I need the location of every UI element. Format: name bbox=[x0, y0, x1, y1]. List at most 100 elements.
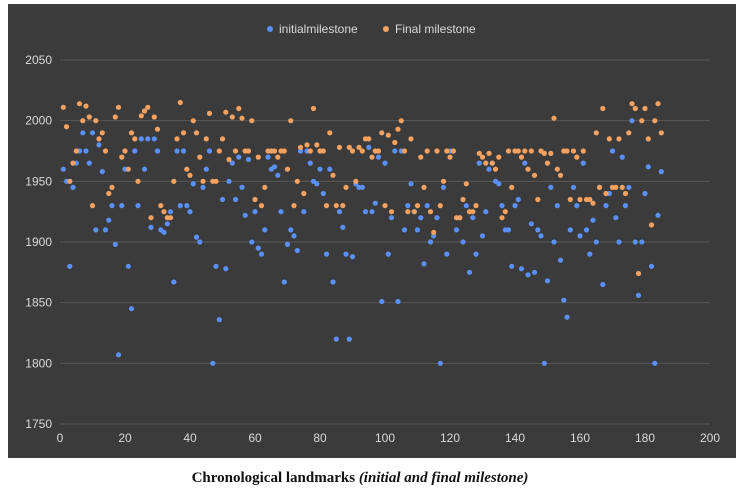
point-series0-37 bbox=[180, 148, 187, 154]
point-series1-123 bbox=[460, 196, 466, 203]
x-tick-label-180: 180 bbox=[635, 431, 655, 445]
x-tick-label-160: 160 bbox=[570, 431, 590, 445]
point-series1-133 bbox=[492, 166, 499, 172]
gridlines bbox=[60, 59, 710, 425]
point-series1-66 bbox=[275, 154, 281, 160]
point-series0-172 bbox=[619, 154, 625, 160]
point-series1-114 bbox=[431, 229, 437, 235]
point-series1-136 bbox=[502, 209, 508, 215]
data-points bbox=[60, 99, 664, 366]
point-series0-134 bbox=[496, 181, 502, 187]
point-series1-97 bbox=[375, 148, 382, 154]
point-series0-76 bbox=[307, 160, 313, 166]
point-series1-103 bbox=[395, 126, 401, 132]
point-series0-141 bbox=[518, 266, 525, 272]
point-series1-27 bbox=[148, 215, 154, 221]
x-tick-label-120: 120 bbox=[440, 431, 460, 445]
point-series1-11 bbox=[96, 136, 102, 142]
point-series0-16 bbox=[112, 241, 118, 247]
x-tick-label-60: 60 bbox=[248, 431, 262, 445]
point-series1-149 bbox=[544, 160, 551, 166]
point-series1-52 bbox=[229, 114, 235, 120]
point-series0-174 bbox=[626, 184, 632, 190]
point-series0-66 bbox=[275, 172, 281, 178]
point-series1-8 bbox=[86, 114, 92, 120]
point-series1-12 bbox=[99, 130, 105, 136]
point-series0-18 bbox=[119, 203, 125, 209]
caption-italic: (initial and final milestone) bbox=[358, 470, 529, 486]
point-series1-50 bbox=[223, 109, 229, 115]
point-series1-39 bbox=[187, 172, 193, 178]
y-axis-ticks: 1750 1800 1850 1900 1950 2000 2050 bbox=[25, 53, 52, 431]
point-series1-61 bbox=[258, 203, 265, 209]
point-series0-111 bbox=[421, 261, 427, 267]
point-series1-14 bbox=[106, 190, 112, 197]
point-series0-69 bbox=[284, 241, 291, 247]
point-series0-135 bbox=[499, 203, 505, 209]
point-series0-8 bbox=[86, 160, 92, 166]
point-series1-57 bbox=[245, 148, 252, 154]
point-series1-106 bbox=[405, 209, 411, 215]
point-series0-180 bbox=[645, 164, 651, 170]
point-series0-137 bbox=[505, 227, 512, 233]
point-series1-23 bbox=[135, 178, 141, 184]
point-series0-52 bbox=[229, 160, 235, 166]
point-series1-78 bbox=[314, 142, 320, 148]
point-series0-15 bbox=[109, 203, 115, 209]
point-series0-0 bbox=[60, 166, 66, 172]
point-series1-124 bbox=[463, 181, 469, 187]
point-series1-129 bbox=[479, 154, 486, 160]
point-series0-36 bbox=[177, 203, 183, 209]
point-series0-123 bbox=[460, 239, 466, 245]
point-series1-76 bbox=[307, 148, 313, 154]
point-series0-140 bbox=[515, 196, 521, 203]
point-series1-2 bbox=[67, 178, 73, 184]
point-series1-33 bbox=[167, 215, 174, 221]
point-series0-39 bbox=[187, 209, 193, 215]
point-series1-155 bbox=[564, 148, 570, 154]
point-series0-2 bbox=[67, 263, 73, 269]
point-series0-130 bbox=[483, 209, 489, 215]
point-series0-42 bbox=[197, 239, 203, 245]
point-series0-107 bbox=[408, 181, 414, 187]
point-series0-40 bbox=[190, 181, 196, 187]
point-series1-99 bbox=[382, 203, 388, 209]
point-series1-184 bbox=[658, 130, 664, 136]
point-series0-54 bbox=[236, 154, 242, 160]
point-series1-42 bbox=[197, 154, 203, 160]
point-series1-165 bbox=[596, 184, 603, 190]
point-series0-10 bbox=[93, 227, 99, 233]
point-series1-117 bbox=[440, 178, 447, 184]
point-series1-130 bbox=[483, 160, 489, 166]
point-series0-131 bbox=[486, 166, 492, 172]
point-series1-60 bbox=[255, 154, 261, 160]
point-series0-81 bbox=[323, 251, 330, 257]
point-series1-120 bbox=[450, 148, 456, 154]
point-series1-163 bbox=[590, 200, 596, 206]
point-series0-117 bbox=[440, 184, 447, 190]
point-series1-157 bbox=[570, 148, 577, 154]
point-series0-56 bbox=[242, 212, 248, 218]
point-series0-109 bbox=[414, 227, 421, 233]
point-series1-95 bbox=[369, 154, 375, 160]
point-series1-15 bbox=[109, 184, 115, 190]
point-series1-142 bbox=[522, 148, 528, 154]
point-series0-184 bbox=[658, 169, 664, 175]
point-series0-84 bbox=[333, 336, 339, 342]
point-series0-50 bbox=[223, 266, 229, 272]
point-series1-141 bbox=[518, 154, 525, 160]
point-series1-49 bbox=[219, 136, 226, 142]
point-series1-44 bbox=[203, 136, 209, 142]
point-series0-162 bbox=[587, 251, 593, 257]
point-series1-51 bbox=[226, 156, 232, 163]
point-series0-142 bbox=[522, 160, 528, 166]
point-series0-51 bbox=[226, 178, 232, 184]
y-tick-label-1950: 1950 bbox=[25, 174, 52, 188]
point-series0-164 bbox=[593, 239, 599, 245]
point-series0-88 bbox=[346, 336, 352, 342]
point-series1-175 bbox=[629, 101, 635, 107]
point-series0-48 bbox=[216, 317, 222, 323]
x-tick-label-0: 0 bbox=[57, 431, 64, 445]
point-series1-100 bbox=[385, 132, 391, 138]
point-series1-16 bbox=[112, 114, 118, 120]
